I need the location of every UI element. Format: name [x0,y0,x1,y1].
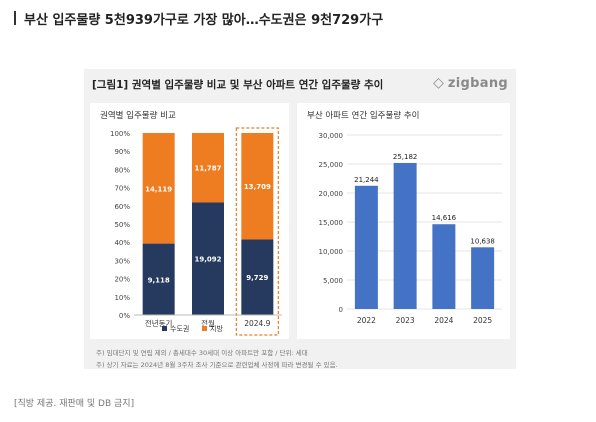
regional-chart-title: 권역별 입주물량 비교 [100,111,176,121]
y-tick-label: 80% [114,166,130,174]
data-label-capital: 9,729 [246,274,268,282]
busan-chart-title: 부산 아파트 연간 입주물량 추이 [307,111,420,121]
zigbang-logo-text: zigbang [447,75,508,91]
infographic: [그림1] 권역별 입주물량 비교 및 부산 아파트 연간 입주물량 추이 ◇ … [84,69,516,369]
data-label: 25,182 [393,153,418,161]
footnote-2: 주) 상기 자료는 2024년 8월 3주차 조사 기준으로 관련업체 사정에 … [96,361,338,369]
busan-bar-chart: 0 5,000 10,000 15,000 20,000 25,000 30,000 21,2… [319,132,502,325]
x-tick-label: 전월 [201,318,215,328]
headline-text: 부산 입주물량 5천939가구로 가장 많아…수도권은 9천729가구 [24,12,384,28]
x-tick-label: 2024.9 [244,319,270,328]
data-label: 10,638 [470,237,495,245]
y-tick-label: 20,000 [319,190,344,198]
zigbang-logo-icon: ◇ [433,75,444,91]
y-tick-label: 50% [114,221,130,229]
y-tick-label: 100% [110,130,130,138]
data-label-capital: 19,092 [194,256,221,264]
headline: 부산 입주물량 5천939가구로 가장 많아…수도권은 9천729가구 [14,9,384,28]
bar-capital [192,202,224,315]
regional-stacked-chart: 0% 10% 20% 30% 40% 50% 60% 70% 80% 90% 100% 9,118 14… [110,127,282,336]
y-tick-label: 20% [114,276,130,284]
bar-local [192,133,224,203]
data-label-capital: 9,118 [148,276,170,284]
y-tick-label: 10% [114,294,130,302]
footnotes: 주) 임대단지 및 연립 제외 / 총세대수 30세대 이상 아파트만 포함 /… [96,347,338,371]
figure-title: [그림1] 권역별 입주물량 비교 및 부산 아파트 연간 입주물량 추이 [92,79,384,91]
data-label-local: 11,787 [194,165,221,173]
legend-swatch-local [202,326,207,331]
bar-local [142,133,175,244]
data-label-local: 13,709 [244,183,271,191]
x-tick-label: 전년동기 [145,318,173,328]
y-tick-label: 30,000 [319,132,344,140]
y-tick-label: 30% [114,257,130,265]
photo-credit: [직방 제공. 재판매 및 DB 금지] [14,399,135,409]
y-tick-label: 70% [114,185,130,193]
bar-local [241,133,274,240]
footnote-1: 주) 임대단지 및 연립 제외 / 총세대수 30세대 이상 아파트만 포함 /… [96,349,308,357]
y-tick-label: 25,000 [319,161,344,169]
y-tick-label: 0 [339,306,343,314]
data-label-local: 14,119 [145,185,172,193]
y-tick-label: 40% [114,239,130,247]
x-tick-label: 2024 [434,316,453,325]
x-tick-label: 2025 [473,316,492,325]
data-label: 21,244 [354,176,379,184]
legend-swatch-capital [162,326,167,331]
y-tick-label: 60% [114,203,130,211]
legend-label-capital: 수도권 [170,325,189,333]
y-tick-label: 15,000 [319,219,344,227]
bar-capital [241,239,274,315]
headline-bar [14,11,16,25]
x-tick-label: 2023 [396,316,415,325]
bar-busan [393,162,417,309]
bar-busan [354,185,378,309]
legend-label-local: 지방 [210,324,223,333]
bar-capital [142,243,175,315]
y-tick-label: 10,000 [319,248,344,256]
highlight-box [235,127,279,336]
x-tick-label: 2022 [357,316,376,325]
regional-chart-panel: 권역별 입주물량 비교 0% 10% 20% 30% 40% 50% 60% 70% 80% 90… [90,103,289,339]
bar-busan [471,247,495,309]
busan-chart-panel: 부산 아파트 연간 입주물량 추이 0 5,000 10,000 15,000 20,0… [297,103,510,339]
data-label: 14,616 [432,214,457,222]
bar-busan [432,224,456,309]
y-tick-label: 0% [119,312,130,320]
y-tick-label: 90% [114,148,130,156]
zigbang-logo: ◇ zigbang [433,75,508,91]
y-tick-label: 5,000 [323,277,343,285]
